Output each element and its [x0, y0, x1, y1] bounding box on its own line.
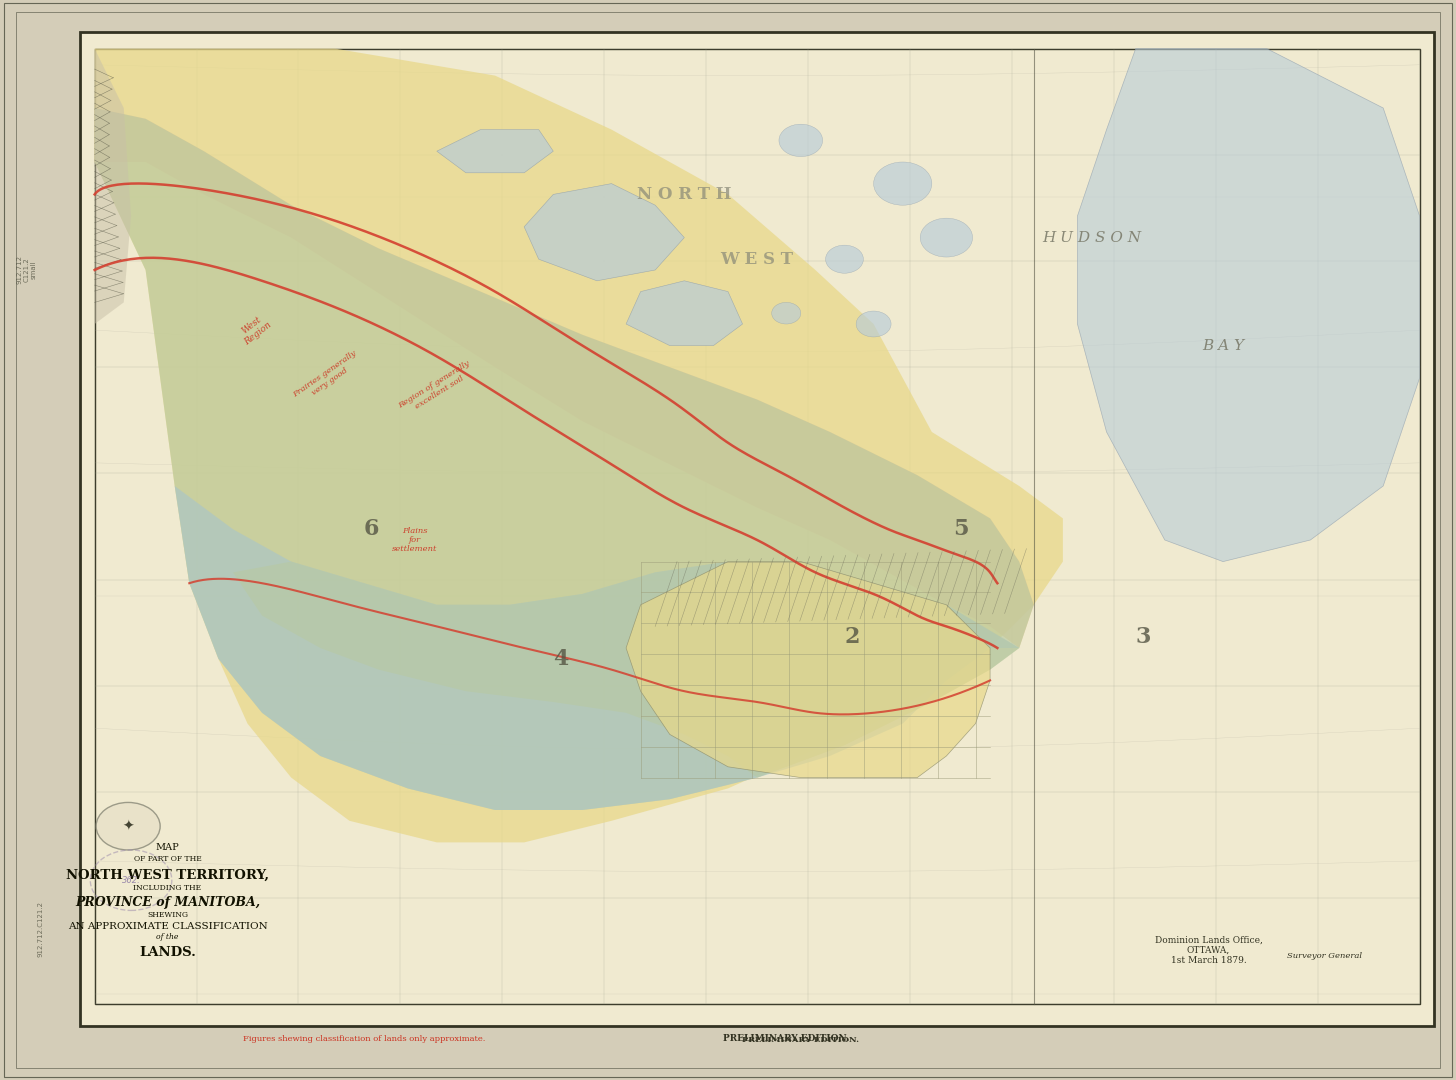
Text: 5: 5 [954, 518, 968, 540]
Text: Plains
for
settlement: Plains for settlement [392, 527, 438, 553]
Circle shape [779, 124, 823, 157]
Text: SHEWING: SHEWING [147, 910, 188, 919]
Text: Surveyor General: Surveyor General [1287, 951, 1363, 960]
Polygon shape [233, 562, 1019, 778]
Text: Region of generally
excellent soil: Region of generally excellent soil [397, 360, 476, 418]
Polygon shape [437, 130, 553, 173]
Polygon shape [95, 49, 1063, 842]
Text: 4: 4 [553, 648, 568, 670]
Text: 3: 3 [1136, 626, 1150, 648]
Text: 362.: 362. [122, 876, 140, 885]
Circle shape [826, 245, 863, 273]
Text: PROVINCE of MANITOBA,: PROVINCE of MANITOBA, [74, 896, 261, 909]
Polygon shape [175, 486, 1019, 810]
Text: OF PART OF THE: OF PART OF THE [134, 854, 201, 863]
Circle shape [856, 311, 891, 337]
Circle shape [874, 162, 932, 205]
Text: ✦: ✦ [122, 820, 134, 833]
Text: N O R T H: N O R T H [638, 186, 731, 203]
Circle shape [96, 802, 160, 850]
Text: INCLUDING THE: INCLUDING THE [134, 883, 201, 892]
Text: West
Region: West Region [236, 312, 274, 347]
Text: Prairies generally
very good: Prairies generally very good [291, 349, 364, 407]
Text: H U D S O N: H U D S O N [1042, 231, 1142, 244]
Text: AN APPROXIMATE CLASSIFICATION: AN APPROXIMATE CLASSIFICATION [67, 922, 268, 931]
Polygon shape [95, 108, 1034, 648]
Circle shape [920, 218, 973, 257]
Text: 2: 2 [844, 626, 859, 648]
Polygon shape [626, 281, 743, 346]
Text: PRELIMINARY EDITION.: PRELIMINARY EDITION. [724, 1035, 849, 1043]
Bar [95, 49, 1420, 1004]
Text: of the: of the [156, 933, 179, 942]
Text: 6: 6 [364, 518, 379, 540]
Text: 912.712
C121.2
small: 912.712 C121.2 small [16, 256, 36, 284]
Polygon shape [524, 184, 684, 281]
Text: B A Y: B A Y [1203, 339, 1243, 352]
Circle shape [772, 302, 801, 324]
Text: LANDS.: LANDS. [138, 946, 197, 959]
Text: MAP: MAP [156, 843, 179, 852]
Text: PRELIMINARY EDITION.: PRELIMINARY EDITION. [743, 1036, 859, 1044]
Text: W E S T: W E S T [721, 251, 794, 268]
Text: Dominion Lands Office,
OTTAWA,
1st March 1879.: Dominion Lands Office, OTTAWA, 1st March… [1155, 935, 1262, 966]
Polygon shape [626, 562, 990, 778]
Text: NORTH WEST TERRITORY,: NORTH WEST TERRITORY, [66, 868, 269, 881]
Text: 912.712.C121.2: 912.712.C121.2 [38, 901, 44, 957]
Polygon shape [1077, 49, 1420, 562]
Text: Figures shewing classification of lands only approximate.: Figures shewing classification of lands … [243, 1035, 485, 1043]
Polygon shape [95, 49, 131, 324]
Polygon shape [95, 108, 1034, 810]
